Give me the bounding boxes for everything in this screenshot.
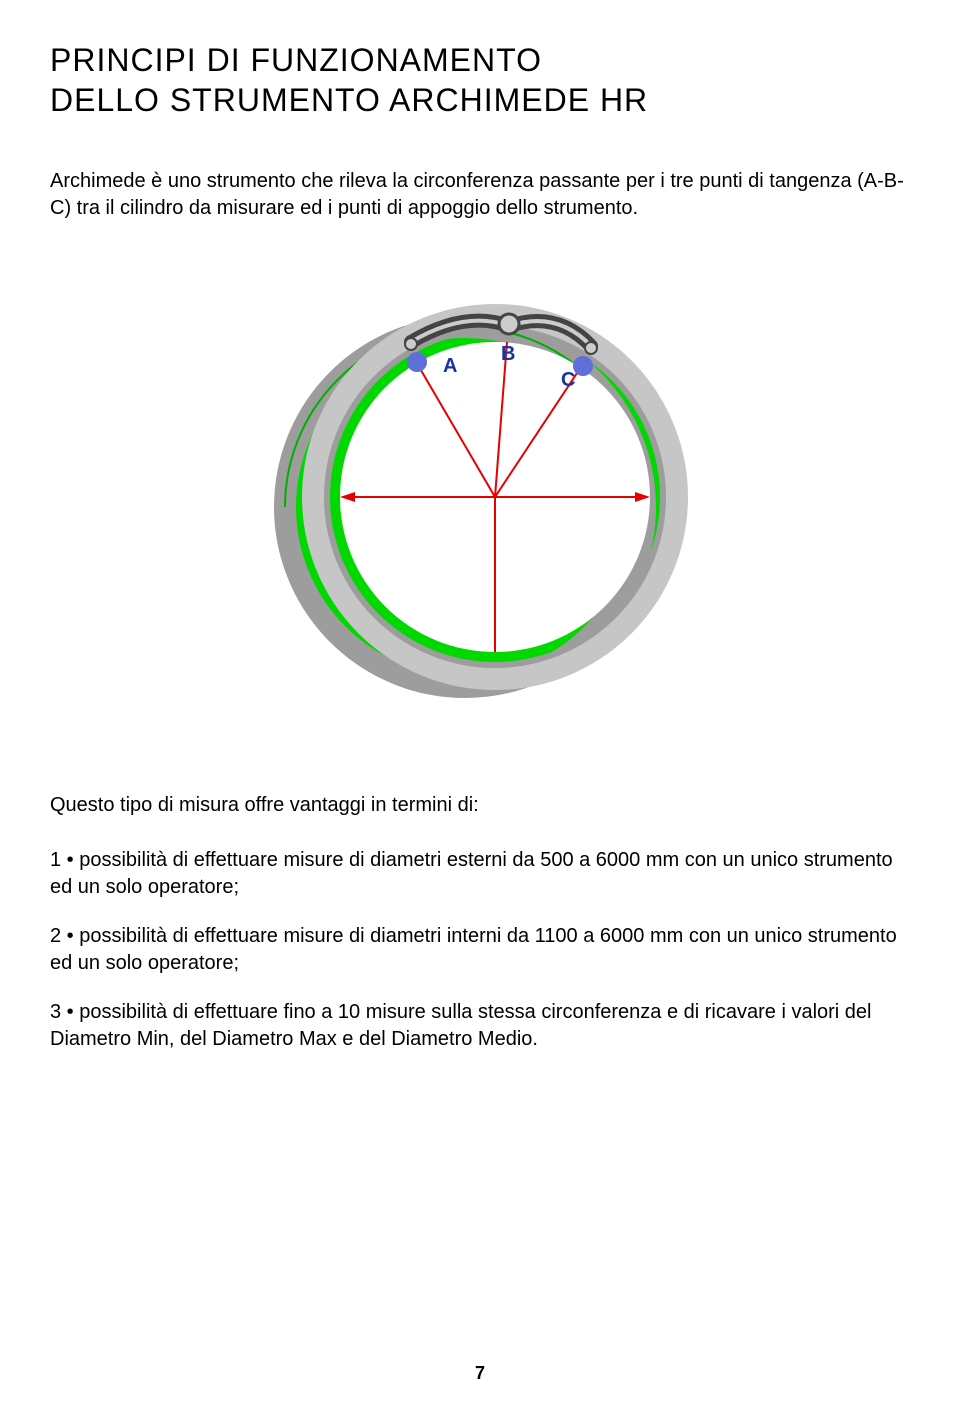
advantage-item: 2 • possibilità di effettuare misure di … bbox=[50, 923, 910, 977]
diagram-label-b: B bbox=[501, 343, 515, 365]
advantages-heading: Questo tipo di misura offre vantaggi in … bbox=[50, 792, 910, 819]
intro-paragraph: Archimede è uno strumento che rileva la … bbox=[50, 168, 910, 222]
advantage-item: 1 • possibilità di effettuare misure di … bbox=[50, 847, 910, 901]
title-line-1: PRINCIPI DI FUNZIONAMENTO bbox=[50, 42, 542, 78]
diagram-label-c: C bbox=[561, 369, 575, 391]
title-line-2: DELLO STRUMENTO ARCHIMEDE HR bbox=[50, 82, 648, 118]
cylinder-diagram: A B C bbox=[265, 282, 695, 712]
diagram-container: A B C bbox=[50, 282, 910, 712]
advantage-item: 3 • possibilità di effettuare fino a 10 … bbox=[50, 999, 910, 1053]
diagram-label-a: A bbox=[443, 355, 457, 377]
page-number: 7 bbox=[0, 1363, 960, 1384]
page-title: PRINCIPI DI FUNZIONAMENTO DELLO STRUMENT… bbox=[50, 40, 910, 120]
